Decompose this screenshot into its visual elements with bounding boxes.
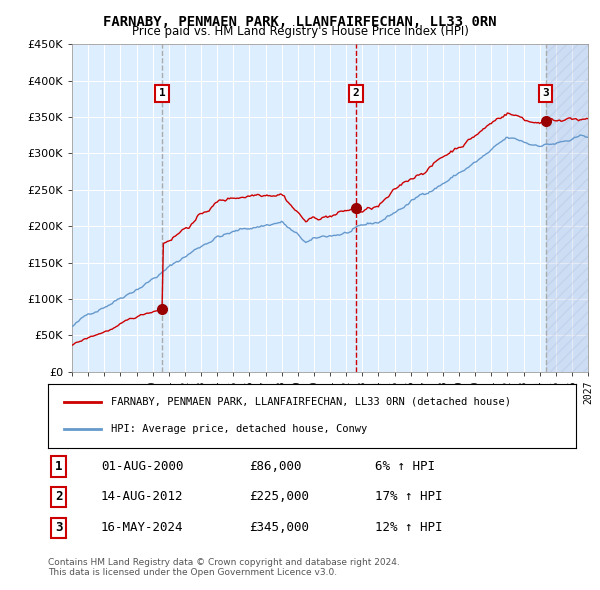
Text: 01-AUG-2000: 01-AUG-2000 bbox=[101, 460, 184, 473]
Text: 2: 2 bbox=[353, 88, 359, 99]
Text: This data is licensed under the Open Government Licence v3.0.: This data is licensed under the Open Gov… bbox=[48, 568, 337, 576]
Text: Contains HM Land Registry data © Crown copyright and database right 2024.: Contains HM Land Registry data © Crown c… bbox=[48, 558, 400, 566]
Text: FARNABY, PENMAEN PARK, LLANFAIRFECHAN, LL33 0RN (detached house): FARNABY, PENMAEN PARK, LLANFAIRFECHAN, L… bbox=[112, 396, 511, 407]
Text: 3: 3 bbox=[542, 88, 549, 99]
Text: 16-MAY-2024: 16-MAY-2024 bbox=[101, 522, 184, 535]
Text: 2: 2 bbox=[55, 490, 62, 503]
Text: FARNABY, PENMAEN PARK, LLANFAIRFECHAN, LL33 0RN: FARNABY, PENMAEN PARK, LLANFAIRFECHAN, L… bbox=[103, 15, 497, 29]
Bar bbox=[545, 44, 588, 372]
Text: 1: 1 bbox=[158, 88, 166, 99]
Text: £225,000: £225,000 bbox=[248, 490, 308, 503]
Text: HPI: Average price, detached house, Conwy: HPI: Average price, detached house, Conw… bbox=[112, 424, 368, 434]
Text: £345,000: £345,000 bbox=[248, 522, 308, 535]
Text: Price paid vs. HM Land Registry's House Price Index (HPI): Price paid vs. HM Land Registry's House … bbox=[131, 25, 469, 38]
Text: 1: 1 bbox=[55, 460, 62, 473]
Text: 17% ↑ HPI: 17% ↑ HPI bbox=[376, 490, 443, 503]
Text: 14-AUG-2012: 14-AUG-2012 bbox=[101, 490, 184, 503]
Text: 6% ↑ HPI: 6% ↑ HPI bbox=[376, 460, 436, 473]
Text: £86,000: £86,000 bbox=[248, 460, 301, 473]
Text: 3: 3 bbox=[55, 522, 62, 535]
Text: 12% ↑ HPI: 12% ↑ HPI bbox=[376, 522, 443, 535]
